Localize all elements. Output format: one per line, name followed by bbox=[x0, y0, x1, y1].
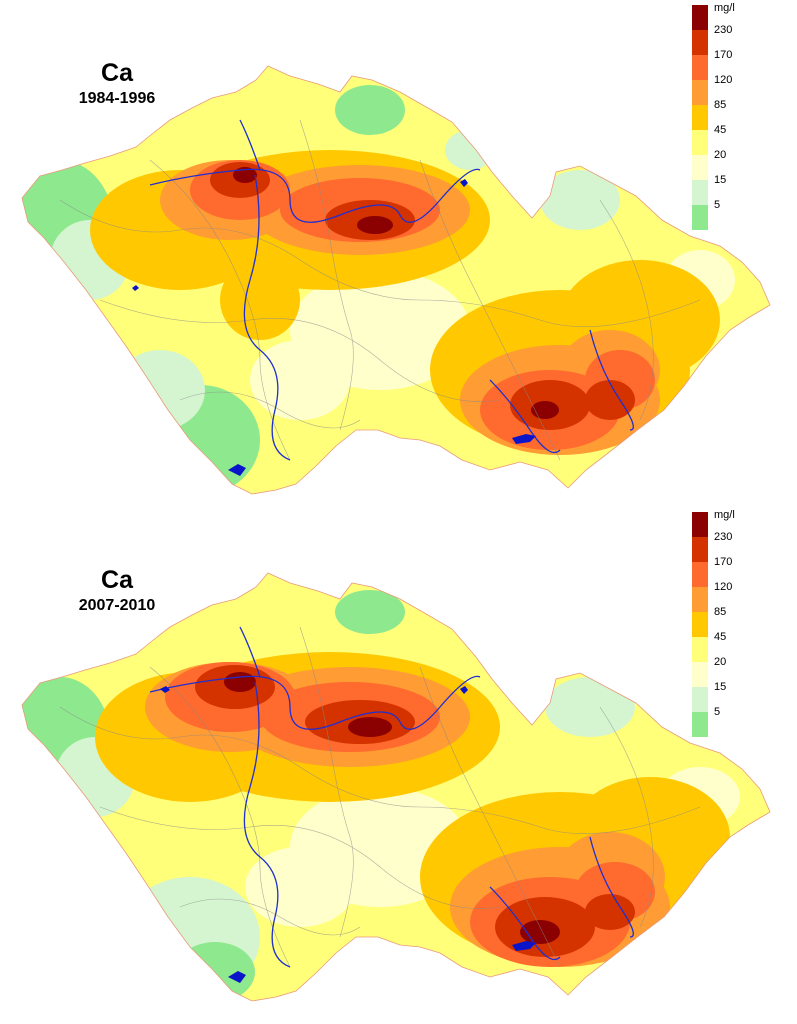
main-rivers bbox=[149, 119, 634, 461]
legend-tick: 120 bbox=[714, 581, 733, 593]
legend-swatch bbox=[692, 612, 708, 637]
country-border bbox=[21, 572, 771, 1002]
legend-tick: 15 bbox=[714, 681, 727, 693]
main-rivers bbox=[149, 626, 634, 968]
concentration-map bbox=[21, 572, 771, 1002]
country-border bbox=[21, 65, 771, 495]
legend-swatch bbox=[692, 5, 708, 30]
legend-swatch bbox=[692, 80, 708, 105]
map-title: Ca 2007-2010 bbox=[72, 565, 162, 617]
legend-swatch bbox=[692, 180, 708, 205]
legend-tick: 45 bbox=[714, 124, 727, 136]
legend-tick: 120 bbox=[714, 74, 733, 86]
legend-tick: 230 bbox=[714, 531, 733, 543]
map-panel-1984-1996: Ca 1984-1996 mg/l 230 170 120 85 45 20 1… bbox=[21, 2, 771, 495]
legend-tick: 20 bbox=[714, 149, 727, 161]
concentration-map bbox=[21, 65, 771, 495]
legend-swatch bbox=[692, 562, 708, 587]
legend-swatch bbox=[692, 512, 708, 537]
map-panel-2007-2010: Ca 2007-2010 mg/l 230 170 120 85 45 20 1… bbox=[0, 507, 797, 1019]
legend-tick: 20 bbox=[714, 656, 727, 668]
legend-tick: 5 bbox=[714, 199, 721, 211]
legend-swatch bbox=[692, 537, 708, 562]
legend-swatch bbox=[692, 712, 708, 737]
element-label: Ca bbox=[101, 59, 133, 87]
legend-tick: 45 bbox=[714, 631, 727, 643]
map-title: Ca 1984-1996 bbox=[72, 58, 162, 110]
legend-unit: mg/l bbox=[714, 509, 735, 521]
legend-swatch bbox=[692, 130, 708, 155]
reservoirs bbox=[160, 686, 536, 983]
period-label: 1984-1996 bbox=[78, 90, 156, 107]
element-label: Ca bbox=[101, 566, 133, 594]
legend-swatch bbox=[692, 637, 708, 662]
legend-tick: 170 bbox=[714, 556, 733, 568]
legend-tick: 170 bbox=[714, 49, 733, 61]
stream-network bbox=[59, 119, 701, 461]
legend-swatch bbox=[692, 687, 708, 712]
reservoirs bbox=[132, 179, 536, 476]
legend-tick: 230 bbox=[714, 24, 733, 36]
legend-swatch bbox=[692, 55, 708, 80]
legend-unit: mg/l bbox=[714, 2, 735, 14]
period-label: 2007-2010 bbox=[78, 597, 156, 614]
legend-swatch bbox=[692, 155, 708, 180]
legend-tick: 15 bbox=[714, 174, 727, 186]
legend-swatch bbox=[692, 662, 708, 687]
legend-tick: 85 bbox=[714, 99, 727, 111]
legend-tick: 5 bbox=[714, 706, 721, 718]
legend-swatch bbox=[692, 105, 708, 130]
legend-swatch bbox=[692, 587, 708, 612]
legend-swatch bbox=[692, 30, 708, 55]
legend-swatch bbox=[692, 205, 708, 230]
stream-network bbox=[59, 626, 701, 968]
legend-tick: 85 bbox=[714, 606, 727, 618]
